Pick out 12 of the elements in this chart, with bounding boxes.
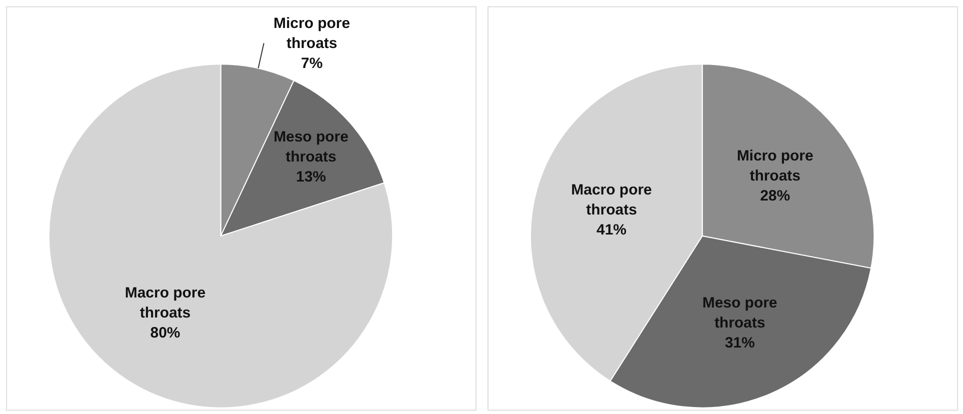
slice-label: Macro pore throats: [124, 284, 206, 322]
slice-label: Macro pore throats: [571, 182, 652, 219]
data-label: 13%: [296, 168, 326, 186]
data-label: 80%: [150, 324, 180, 342]
data-label: 28%: [760, 188, 790, 205]
data-label: 31%: [724, 334, 755, 352]
slice-label: Meso pore throats: [274, 128, 348, 166]
data-label: 41%: [596, 222, 627, 239]
slice-label: Micro pore throats: [274, 15, 350, 52]
slice-label: Meso pore throats: [702, 294, 778, 332]
data-label: 7%: [301, 55, 323, 72]
slice-label: Micro pore throats: [736, 148, 814, 185]
